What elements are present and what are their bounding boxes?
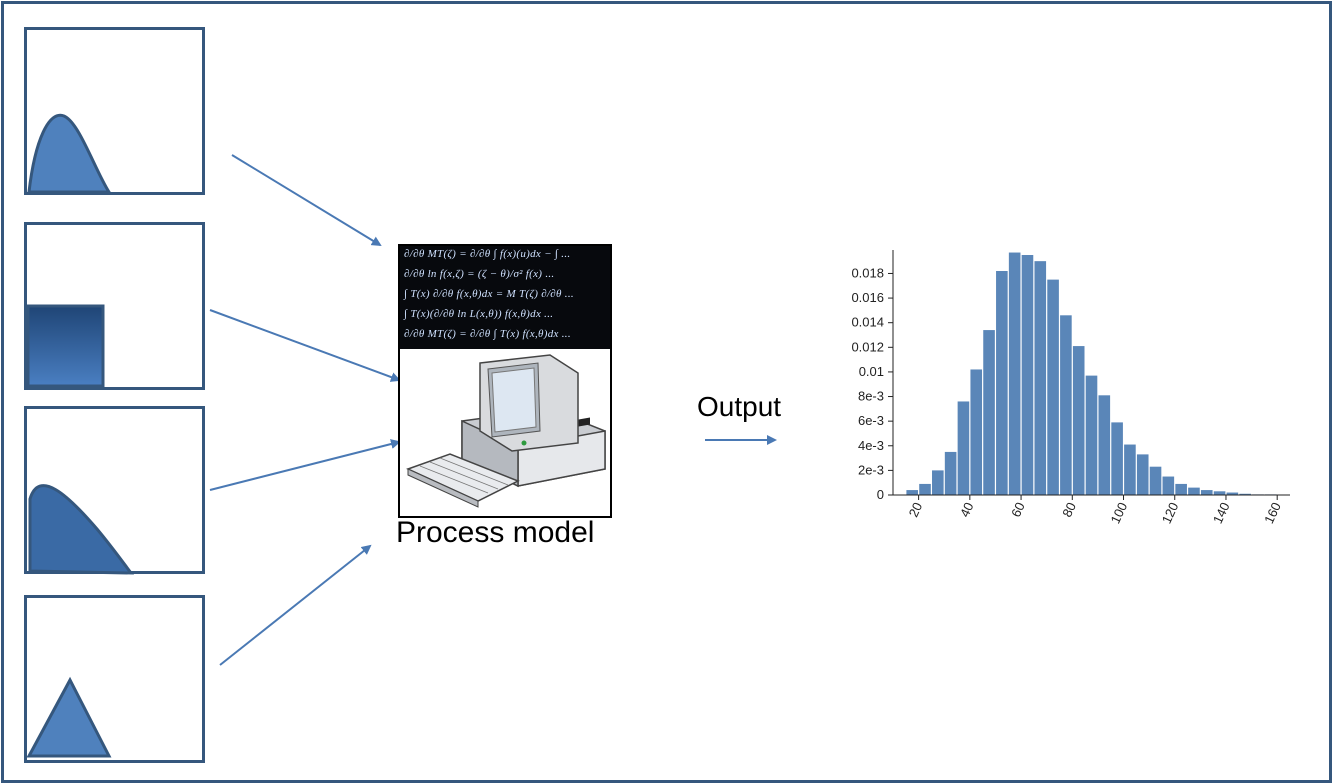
histogram-bar	[1200, 490, 1213, 495]
histogram-bar	[1008, 252, 1021, 495]
histogram-bar	[996, 271, 1008, 495]
histogram-bar	[1136, 454, 1149, 495]
histogram-bar	[919, 483, 931, 495]
input-distribution-decaying	[24, 406, 205, 575]
y-tick-label: 4e-3	[858, 438, 884, 453]
y-tick-label: 2e-3	[858, 462, 884, 477]
histogram-bar	[1111, 422, 1123, 495]
beta-hump-shape	[27, 113, 112, 194]
histogram-bar	[1226, 492, 1239, 495]
y-tick-label: 0.018	[851, 265, 884, 280]
y-tick-label: 0.014	[851, 315, 884, 330]
histogram-bar	[1047, 279, 1059, 495]
equation-line-1: ∂/∂θ MT(ζ) = ∂/∂θ ∫ f(x)(u)dx − ∫ ...	[404, 248, 571, 260]
histogram-bar	[1085, 375, 1098, 495]
arrow-input-3	[209, 439, 401, 491]
x-tick-label: 160	[1261, 500, 1284, 526]
arrow-input-1	[231, 154, 382, 247]
y-tick-label: 8e-3	[858, 389, 884, 404]
process-model-box: ∂/∂θ MT(ζ) = ∂/∂θ ∫ f(x)(u)dx − ∫ ... ∂/…	[398, 244, 612, 518]
x-tick-label: 100	[1107, 500, 1130, 526]
histogram-bar	[957, 401, 970, 495]
process-model-label: Process model	[396, 516, 595, 549]
equations-blackboard: ∂/∂θ MT(ζ) = ∂/∂θ ∫ f(x)(u)dx − ∫ ... ∂/…	[400, 246, 610, 349]
triangle-shape	[26, 676, 112, 758]
y-tick-label: 0.012	[851, 339, 884, 354]
input-distribution-uniform	[24, 222, 205, 390]
histogram-bar	[1124, 444, 1136, 495]
histogram-bar	[1021, 255, 1034, 495]
x-tick-label: 20	[906, 500, 926, 519]
histogram-bar	[1175, 483, 1187, 495]
y-tick-label: 0.016	[851, 290, 884, 305]
histogram-bar	[983, 330, 995, 495]
input-distribution-beta	[24, 27, 205, 195]
x-tick-label: 120	[1159, 500, 1182, 526]
histogram-bar	[1149, 466, 1162, 495]
x-tick-label: 60	[1008, 500, 1028, 519]
histogram-bar	[1162, 476, 1175, 495]
histogram-bar	[944, 451, 957, 495]
equation-line-4: ∫ T(x)(∂/∂θ ln L(x,θ)) f(x,θ)dx ...	[404, 308, 554, 320]
histogram-bar	[970, 369, 983, 495]
histogram-bar	[1034, 261, 1047, 495]
y-tick-label: 0	[877, 487, 884, 502]
y-tick-label: 0.01	[859, 364, 884, 379]
arrow-input-4	[219, 544, 372, 666]
y-tick-label: 6e-3	[858, 413, 884, 428]
output-label: Output	[697, 391, 782, 422]
uniform-block-shape	[26, 304, 105, 388]
histogram-bar	[1213, 491, 1226, 495]
arrow-input-2	[209, 309, 401, 382]
histogram-bar	[1098, 395, 1111, 495]
computer-icon	[406, 354, 606, 508]
histogram-bar	[1188, 487, 1200, 495]
histogram-bar	[906, 490, 919, 495]
equation-line-5: ∂/∂θ MT(ζ) = ∂/∂θ ∫ T(x) f(x,θ)dx ...	[404, 328, 571, 340]
x-tick-label: 40	[957, 500, 977, 519]
x-tick-label: 80	[1059, 500, 1079, 519]
equation-line-3: ∫ T(x) ∂/∂θ f(x,θ)dx = M T(ζ) ∂/∂θ ...	[404, 288, 574, 300]
histogram-bar	[1239, 493, 1251, 495]
decaying-shape	[28, 484, 135, 575]
histogram-bar	[932, 470, 944, 495]
histogram-bar	[1060, 315, 1072, 495]
histogram-bar	[1072, 346, 1085, 495]
input-distribution-triangle	[24, 595, 205, 763]
equation-line-2: ∂/∂θ ln f(x,ζ) = (ζ − θ)/σ² f(x) ...	[404, 268, 555, 280]
x-tick-label: 140	[1210, 500, 1233, 526]
